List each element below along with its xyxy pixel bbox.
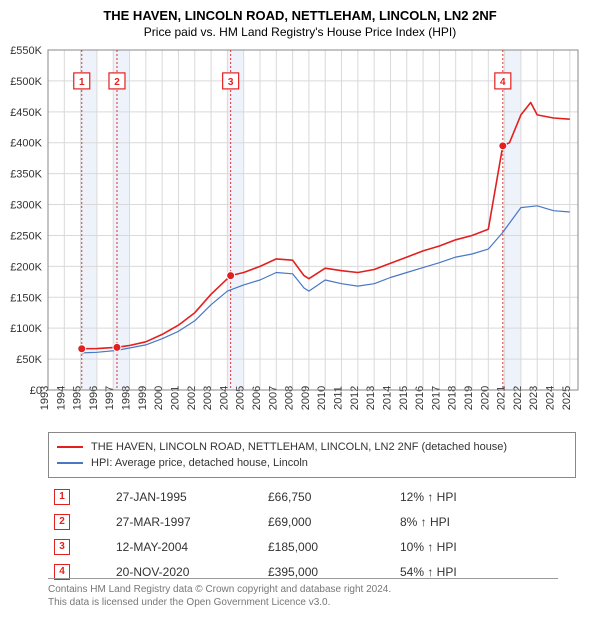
svg-text:2015: 2015	[398, 386, 410, 410]
svg-text:1996: 1996	[88, 386, 100, 410]
legend-swatch	[57, 446, 83, 448]
svg-text:£350K: £350K	[10, 169, 42, 181]
svg-text:2024: 2024	[545, 386, 557, 410]
svg-text:£550K: £550K	[10, 45, 42, 57]
svg-text:2014: 2014	[381, 386, 393, 410]
svg-text:2012: 2012	[349, 386, 361, 410]
footer: Contains HM Land Registry data © Crown c…	[48, 578, 558, 609]
svg-text:£450K: £450K	[10, 107, 42, 119]
chart-subtitle: Price paid vs. HM Land Registry's House …	[0, 25, 600, 39]
svg-text:2022: 2022	[512, 386, 524, 410]
chart-title-block: THE HAVEN, LINCOLN ROAD, NETTLEHAM, LINC…	[0, 0, 600, 39]
svg-text:2013: 2013	[365, 386, 377, 410]
svg-text:1: 1	[79, 77, 85, 88]
sale-delta: 10% ↑ HPI	[394, 534, 558, 559]
svg-text:2021: 2021	[496, 386, 508, 410]
svg-text:1995: 1995	[72, 386, 84, 410]
svg-text:2003: 2003	[202, 386, 214, 410]
sale-marker-box: 3	[54, 539, 70, 555]
legend-row: HPI: Average price, detached house, Linc…	[57, 455, 567, 471]
svg-text:£400K: £400K	[10, 138, 42, 150]
svg-text:2008: 2008	[284, 386, 296, 410]
svg-text:3: 3	[228, 77, 234, 88]
table-row: 2 27-MAR-1997£69,0008% ↑ HPI	[48, 509, 558, 534]
footer-line-2: This data is licensed under the Open Gov…	[48, 596, 558, 609]
svg-text:2000: 2000	[153, 386, 165, 410]
svg-text:£50K: £50K	[16, 354, 42, 366]
sale-price: £66,750	[262, 484, 394, 509]
table-row: 3 12-MAY-2004£185,00010% ↑ HPI	[48, 534, 558, 559]
svg-text:2007: 2007	[267, 386, 279, 410]
sale-date: 27-JAN-1995	[110, 484, 262, 509]
svg-text:£250K: £250K	[10, 230, 42, 242]
svg-text:2017: 2017	[430, 386, 442, 410]
svg-text:2010: 2010	[316, 386, 328, 410]
table-row: 1 27-JAN-1995£66,75012% ↑ HPI	[48, 484, 558, 509]
svg-text:2016: 2016	[414, 386, 426, 410]
svg-text:2018: 2018	[447, 386, 459, 410]
sale-price: £185,000	[262, 534, 394, 559]
sale-delta: 12% ↑ HPI	[394, 484, 558, 509]
svg-text:2006: 2006	[251, 386, 263, 410]
svg-text:£150K: £150K	[10, 292, 42, 304]
sale-delta: 8% ↑ HPI	[394, 509, 558, 534]
legend-label: THE HAVEN, LINCOLN ROAD, NETTLEHAM, LINC…	[91, 441, 507, 453]
svg-text:£100K: £100K	[10, 323, 42, 335]
svg-text:2005: 2005	[235, 386, 247, 410]
chart-title: THE HAVEN, LINCOLN ROAD, NETTLEHAM, LINC…	[0, 8, 600, 23]
svg-text:2009: 2009	[300, 386, 312, 410]
legend-row: THE HAVEN, LINCOLN ROAD, NETTLEHAM, LINC…	[57, 439, 567, 455]
legend-label: HPI: Average price, detached house, Linc…	[91, 457, 308, 469]
svg-text:2004: 2004	[218, 386, 230, 410]
svg-text:2020: 2020	[479, 386, 491, 410]
sale-marker-box: 2	[54, 514, 70, 530]
footer-line-1: Contains HM Land Registry data © Crown c…	[48, 583, 558, 596]
sale-price: £69,000	[262, 509, 394, 534]
svg-text:2002: 2002	[186, 386, 198, 410]
svg-text:1994: 1994	[55, 386, 67, 410]
svg-text:4: 4	[500, 77, 506, 88]
svg-text:2001: 2001	[169, 386, 181, 410]
svg-text:2023: 2023	[528, 386, 540, 410]
legend: THE HAVEN, LINCOLN ROAD, NETTLEHAM, LINC…	[48, 432, 576, 478]
chart-area: £0£50K£100K£150K£200K£250K£300K£350K£400…	[48, 50, 578, 420]
sale-date: 12-MAY-2004	[110, 534, 262, 559]
sale-marker-box: 1	[54, 489, 70, 505]
svg-text:£200K: £200K	[10, 261, 42, 273]
svg-text:2: 2	[114, 77, 120, 88]
svg-text:£300K: £300K	[10, 200, 42, 212]
svg-text:1999: 1999	[137, 386, 149, 410]
svg-text:1993: 1993	[39, 386, 51, 410]
svg-text:2019: 2019	[463, 386, 475, 410]
svg-text:£500K: £500K	[10, 76, 42, 88]
sales-table: 1 27-JAN-1995£66,75012% ↑ HPI 2 27-MAR-1997…	[48, 484, 558, 584]
chart-svg: £0£50K£100K£150K£200K£250K£300K£350K£400…	[48, 50, 578, 420]
legend-swatch	[57, 462, 83, 464]
svg-text:1998: 1998	[121, 386, 133, 410]
sale-date: 27-MAR-1997	[110, 509, 262, 534]
svg-text:2025: 2025	[561, 386, 573, 410]
svg-text:1997: 1997	[104, 386, 116, 410]
